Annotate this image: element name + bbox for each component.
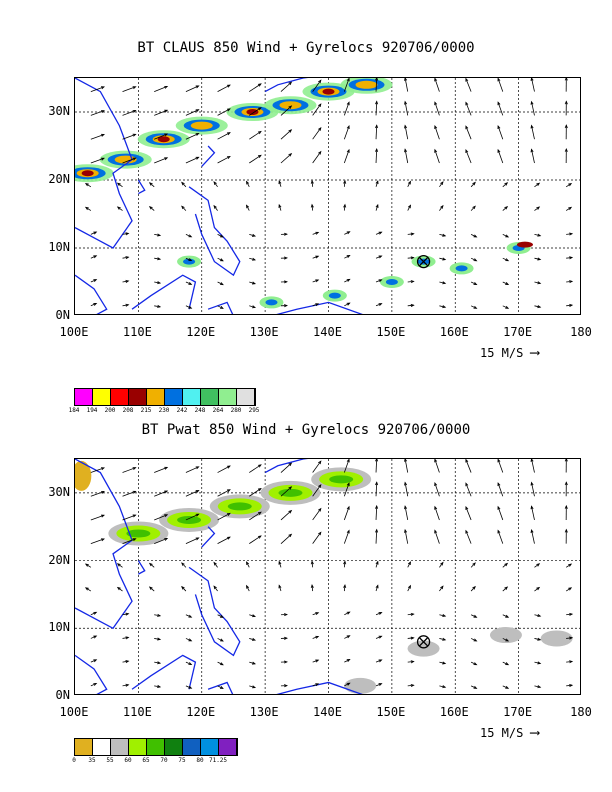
- colorbar-label: 70: [160, 757, 168, 764]
- colorbar-swatch: [165, 389, 183, 405]
- colorbar-swatch: [219, 389, 237, 405]
- lon-label: 170E: [503, 325, 533, 339]
- colorbar-swatch: [111, 389, 129, 405]
- colorbar-label: 194: [86, 407, 98, 414]
- gyre-location-marker: [416, 254, 431, 269]
- lon-label: 180: [570, 325, 592, 339]
- colorbar-label: 184: [68, 407, 80, 414]
- lon-label: 130E: [249, 325, 279, 339]
- panel1-title: BT CLAUS 850 Wind + Gyrelocs 920706/0000: [137, 40, 475, 56]
- lat-label: 30N: [48, 484, 70, 499]
- lon-label: 150E: [376, 705, 406, 719]
- cloud-band: [75, 78, 533, 309]
- lat-label: 20N: [48, 172, 70, 186]
- colorbar-label: 0: [72, 757, 76, 764]
- colorbar-label: 230: [158, 407, 170, 414]
- lon-label: 120E: [186, 705, 216, 719]
- colorbar-label: 35: [88, 757, 96, 764]
- panel1-scale-label: 15 M/S ⟶: [480, 345, 540, 361]
- colorbar-label: 80: [196, 757, 204, 764]
- wind-vectors: [84, 78, 574, 309]
- colorbar-swatch: [93, 389, 111, 405]
- lon-label: 180: [570, 705, 592, 719]
- lon-label: 110E: [122, 325, 152, 339]
- lon-label: 140E: [313, 325, 342, 339]
- colorbar-label: 55: [106, 757, 114, 764]
- lon-label: 160E: [439, 705, 469, 719]
- lat-label: 10N: [48, 240, 70, 254]
- colorbar-label: 264: [212, 407, 224, 414]
- colorbar-label: 60: [124, 757, 132, 764]
- colorbar-label: 65: [142, 757, 150, 764]
- panel2-colorbar: [74, 738, 238, 756]
- colorbar-label: 242: [176, 407, 188, 414]
- colorbar-swatch: [237, 389, 255, 405]
- colorbar-label: 71.25: [208, 757, 228, 764]
- lon-label: 150E: [376, 325, 406, 339]
- colorbar-label: 248: [194, 407, 206, 414]
- panel1-map: [74, 77, 581, 315]
- colorbar-swatch: [111, 739, 129, 755]
- lat-label: 20N: [48, 552, 70, 567]
- lon-label: 110E: [122, 705, 152, 719]
- lat-label: 0N: [55, 688, 70, 702]
- colorbar-label: 280: [230, 407, 242, 414]
- coastlines: [75, 459, 363, 694]
- colorbar-swatch: [147, 389, 165, 405]
- colorbar-label: 215: [140, 407, 152, 414]
- coastlines: [75, 78, 363, 314]
- lon-label: 120E: [186, 325, 216, 339]
- colorbar-swatch: [219, 739, 237, 755]
- moisture-band: [75, 460, 573, 694]
- lon-label: 100E: [59, 705, 89, 719]
- colorbar-label: 208: [122, 407, 134, 414]
- panel1-colorbar: [74, 388, 256, 406]
- colorbar-swatch: [165, 739, 183, 755]
- grid-lines: [75, 459, 580, 694]
- gyre-location-marker: [416, 635, 431, 649]
- lon-label: 170E: [503, 705, 533, 719]
- colorbar-swatch: [75, 739, 93, 755]
- colorbar-swatch: [75, 389, 93, 405]
- colorbar-swatch: [201, 389, 219, 405]
- lat-label: 0N: [55, 308, 70, 322]
- lat-label: 30N: [48, 104, 70, 118]
- colorbar-label: 75: [178, 757, 186, 764]
- lon-label: 100E: [59, 325, 89, 339]
- lat-label: 10N: [48, 620, 70, 635]
- colorbar-swatch: [129, 389, 147, 405]
- lon-label: 140E: [313, 705, 342, 719]
- colorbar-label: 295: [248, 407, 260, 414]
- colorbar-label: 200: [104, 407, 116, 414]
- colorbar-swatch: [129, 739, 147, 755]
- wind-vectors: [84, 459, 574, 689]
- colorbar-swatch: [201, 739, 219, 755]
- colorbar-swatch: [93, 739, 111, 755]
- panel2-map: [74, 458, 581, 695]
- panel2-scale-label: 15 M/S ⟶: [480, 725, 540, 741]
- lon-label: 160E: [439, 325, 469, 339]
- colorbar-swatch: [183, 739, 201, 755]
- colorbar-swatch: [183, 389, 201, 405]
- colorbar-swatch: [147, 739, 165, 755]
- lon-label: 130E: [249, 705, 279, 719]
- panel2-title: BT Pwat 850 Wind + Gyrelocs 920706/0000: [141, 422, 471, 438]
- grid-lines: [75, 78, 580, 314]
